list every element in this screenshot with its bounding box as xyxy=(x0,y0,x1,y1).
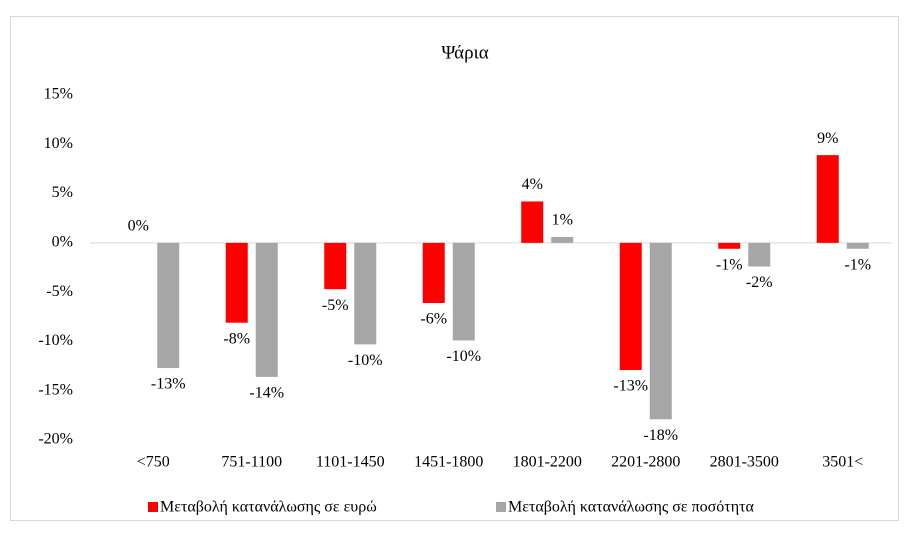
x-tick-label: 1101-1450 xyxy=(316,454,385,471)
bar xyxy=(324,242,347,290)
legend-swatch xyxy=(496,502,506,512)
legend-label: Μεταβολή κατανάλωσης σε ευρώ xyxy=(160,499,377,516)
x-tick-label: 2201-2800 xyxy=(611,454,680,471)
value-label: -10% xyxy=(446,348,481,365)
bar xyxy=(157,242,180,369)
bar xyxy=(551,236,574,243)
chart-title: Ψάρια xyxy=(441,42,488,63)
value-label: -6% xyxy=(420,311,447,328)
bar xyxy=(422,242,445,303)
bar xyxy=(452,242,475,341)
value-label: -10% xyxy=(348,352,383,369)
value-label: 0% xyxy=(128,218,149,235)
bar xyxy=(816,155,839,243)
y-tick-label: -20% xyxy=(38,431,73,448)
value-label: -13% xyxy=(613,378,648,395)
x-tick-label: 3501< xyxy=(822,454,863,471)
bar xyxy=(846,242,869,249)
bar xyxy=(619,242,642,371)
value-label: -5% xyxy=(322,297,349,314)
value-label: -8% xyxy=(223,330,250,347)
value-label: 4% xyxy=(522,176,543,193)
bar xyxy=(748,242,771,267)
bar xyxy=(521,201,544,243)
bar xyxy=(225,242,248,323)
x-tick-label: <750 xyxy=(137,454,170,471)
y-tick-label: -5% xyxy=(46,283,73,300)
x-tick-label: 751-1100 xyxy=(221,454,282,471)
value-label: -18% xyxy=(643,427,678,444)
value-label: -1% xyxy=(716,256,743,273)
value-label: -1% xyxy=(844,256,871,273)
value-label: -14% xyxy=(249,385,284,402)
x-tick-label: 1451-1800 xyxy=(414,454,483,471)
y-tick-label: 0% xyxy=(52,234,73,251)
value-label: -13% xyxy=(151,376,186,393)
legend-label: Μεταβολή κατανάλωσης σε ποσότητα xyxy=(508,499,755,516)
y-tick-label: 5% xyxy=(52,184,73,201)
y-tick-label: 15% xyxy=(44,86,73,103)
y-tick-label: -15% xyxy=(38,381,73,398)
value-label: 1% xyxy=(552,212,573,229)
bar xyxy=(255,242,278,377)
bar xyxy=(718,242,741,249)
x-tick-label: 2801-3500 xyxy=(710,454,779,471)
y-tick-label: 10% xyxy=(44,135,73,152)
value-label: 9% xyxy=(817,130,838,147)
bar xyxy=(649,242,672,420)
value-label: -2% xyxy=(746,274,773,291)
legend-swatch xyxy=(148,502,158,512)
x-tick-label: 1801-2200 xyxy=(513,454,582,471)
y-tick-label: -10% xyxy=(38,332,73,349)
bar xyxy=(354,242,377,345)
